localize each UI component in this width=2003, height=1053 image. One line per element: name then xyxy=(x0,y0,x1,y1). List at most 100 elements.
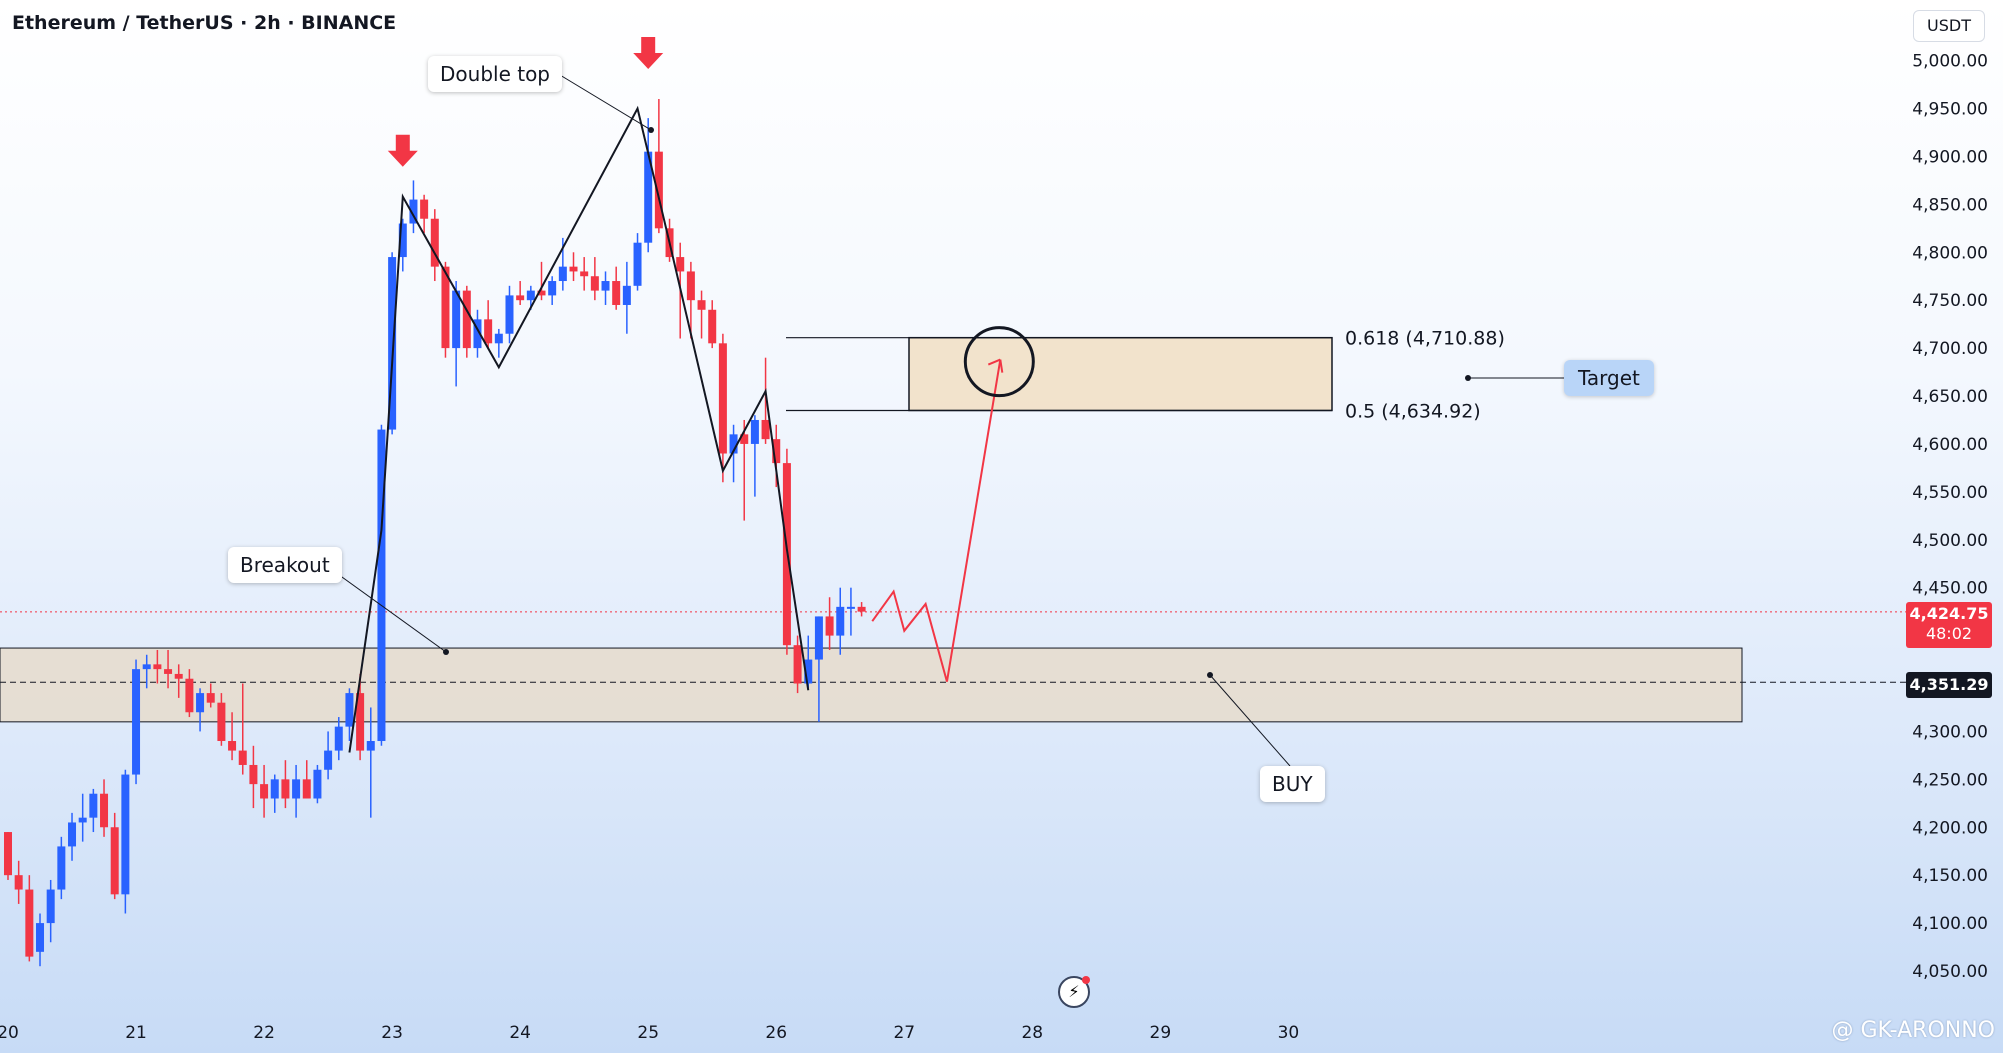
candle xyxy=(590,257,599,301)
candle xyxy=(281,760,290,809)
breakout-connector xyxy=(334,571,447,653)
peak-arrow-icon-0 xyxy=(387,134,418,167)
candle-body xyxy=(356,693,365,751)
target-callout: Target xyxy=(1564,360,1654,396)
candle-body xyxy=(110,827,119,895)
double-top-anchor xyxy=(648,127,654,133)
peak-arrow-icon-1 xyxy=(633,36,664,69)
candle-body xyxy=(281,779,290,799)
candle-body xyxy=(206,693,215,703)
candle-body xyxy=(377,429,386,742)
candle-body xyxy=(164,669,173,674)
candle xyxy=(729,424,738,483)
candle xyxy=(238,683,247,775)
candle xyxy=(420,194,429,234)
candle-body xyxy=(558,266,567,282)
lightning-icon[interactable]: ⚡ xyxy=(1058,976,1090,1008)
candle-body xyxy=(270,779,279,799)
candle xyxy=(68,812,77,861)
candle-body xyxy=(121,774,130,895)
candle xyxy=(814,616,823,722)
y-tick-label: 4,450.00 xyxy=(1912,579,1988,599)
candle-body xyxy=(4,832,12,876)
candle xyxy=(484,300,493,349)
candle-body xyxy=(25,889,34,957)
candle xyxy=(334,717,343,761)
candle-body xyxy=(793,645,802,684)
y-tick-label: 4,800.00 xyxy=(1912,243,1988,263)
candle-body xyxy=(580,271,589,277)
candle xyxy=(324,731,333,780)
candle xyxy=(217,693,226,746)
x-tick-label: 28 xyxy=(1021,1023,1043,1043)
x-tick-label: 25 xyxy=(637,1023,659,1043)
candle-body xyxy=(46,889,55,924)
candle-body xyxy=(718,343,727,454)
candle xyxy=(633,233,642,291)
candle-body xyxy=(14,875,23,890)
candle-body xyxy=(537,290,546,296)
candle xyxy=(132,659,141,785)
candle-body xyxy=(772,439,781,464)
candle-body xyxy=(729,434,738,454)
candle-body xyxy=(814,616,823,660)
author-watermark: @ GK-ARONNO xyxy=(1831,1018,1996,1043)
candle-body xyxy=(292,779,301,799)
candle-body xyxy=(334,726,343,751)
candle-body xyxy=(622,285,631,305)
candle-body xyxy=(601,281,610,291)
y-tick-label: 5,000.00 xyxy=(1912,52,1988,72)
y-tick-label: 4,150.00 xyxy=(1912,866,1988,886)
candle xyxy=(121,769,130,914)
candle xyxy=(356,673,365,761)
projection-path xyxy=(871,359,1002,682)
candle xyxy=(174,664,183,698)
double-top-callout: Double top xyxy=(428,56,562,92)
candle xyxy=(100,779,109,837)
candle-body xyxy=(228,741,237,751)
candle xyxy=(206,683,215,708)
candle xyxy=(388,252,397,435)
y-tick-label: 4,550.00 xyxy=(1912,483,1988,503)
candle-body xyxy=(505,295,514,334)
candle-body xyxy=(462,290,471,349)
x-tick-label: 26 xyxy=(765,1023,787,1043)
target-anchor xyxy=(1465,375,1471,381)
candle xyxy=(825,597,834,650)
candle-body xyxy=(302,779,311,799)
candle-body xyxy=(633,242,642,286)
candle-body xyxy=(196,693,205,713)
candle-body xyxy=(526,290,535,301)
currency-selector[interactable]: USDT xyxy=(1913,10,1985,42)
candle xyxy=(686,261,695,339)
y-tick-label: 4,500.00 xyxy=(1912,531,1988,551)
x-tick-label: 27 xyxy=(893,1023,915,1043)
candle-body xyxy=(185,678,194,713)
candle-body xyxy=(473,319,482,349)
current-price-value: 4,424.75 xyxy=(1909,604,1989,623)
candle-body xyxy=(804,659,813,684)
breakout-callout: Breakout xyxy=(228,547,342,583)
fib-label-1: 0.5 (4,634.92) xyxy=(1345,400,1481,422)
candle xyxy=(398,218,407,272)
candle xyxy=(270,774,279,813)
candle xyxy=(462,285,471,358)
candle xyxy=(846,587,855,636)
candle-body xyxy=(78,817,87,823)
breakout-anchor xyxy=(443,649,449,655)
candle-body xyxy=(441,266,450,349)
candle xyxy=(292,764,301,818)
candle-body xyxy=(260,784,269,799)
x-tick-label: 21 xyxy=(125,1023,147,1043)
candle-body xyxy=(100,793,109,828)
candle-body xyxy=(708,309,717,344)
candle xyxy=(505,285,514,344)
candle xyxy=(313,764,322,804)
candle xyxy=(622,261,631,334)
candle xyxy=(644,118,653,253)
candle xyxy=(196,688,205,732)
candle-body xyxy=(484,319,493,344)
candle-body xyxy=(36,923,45,952)
